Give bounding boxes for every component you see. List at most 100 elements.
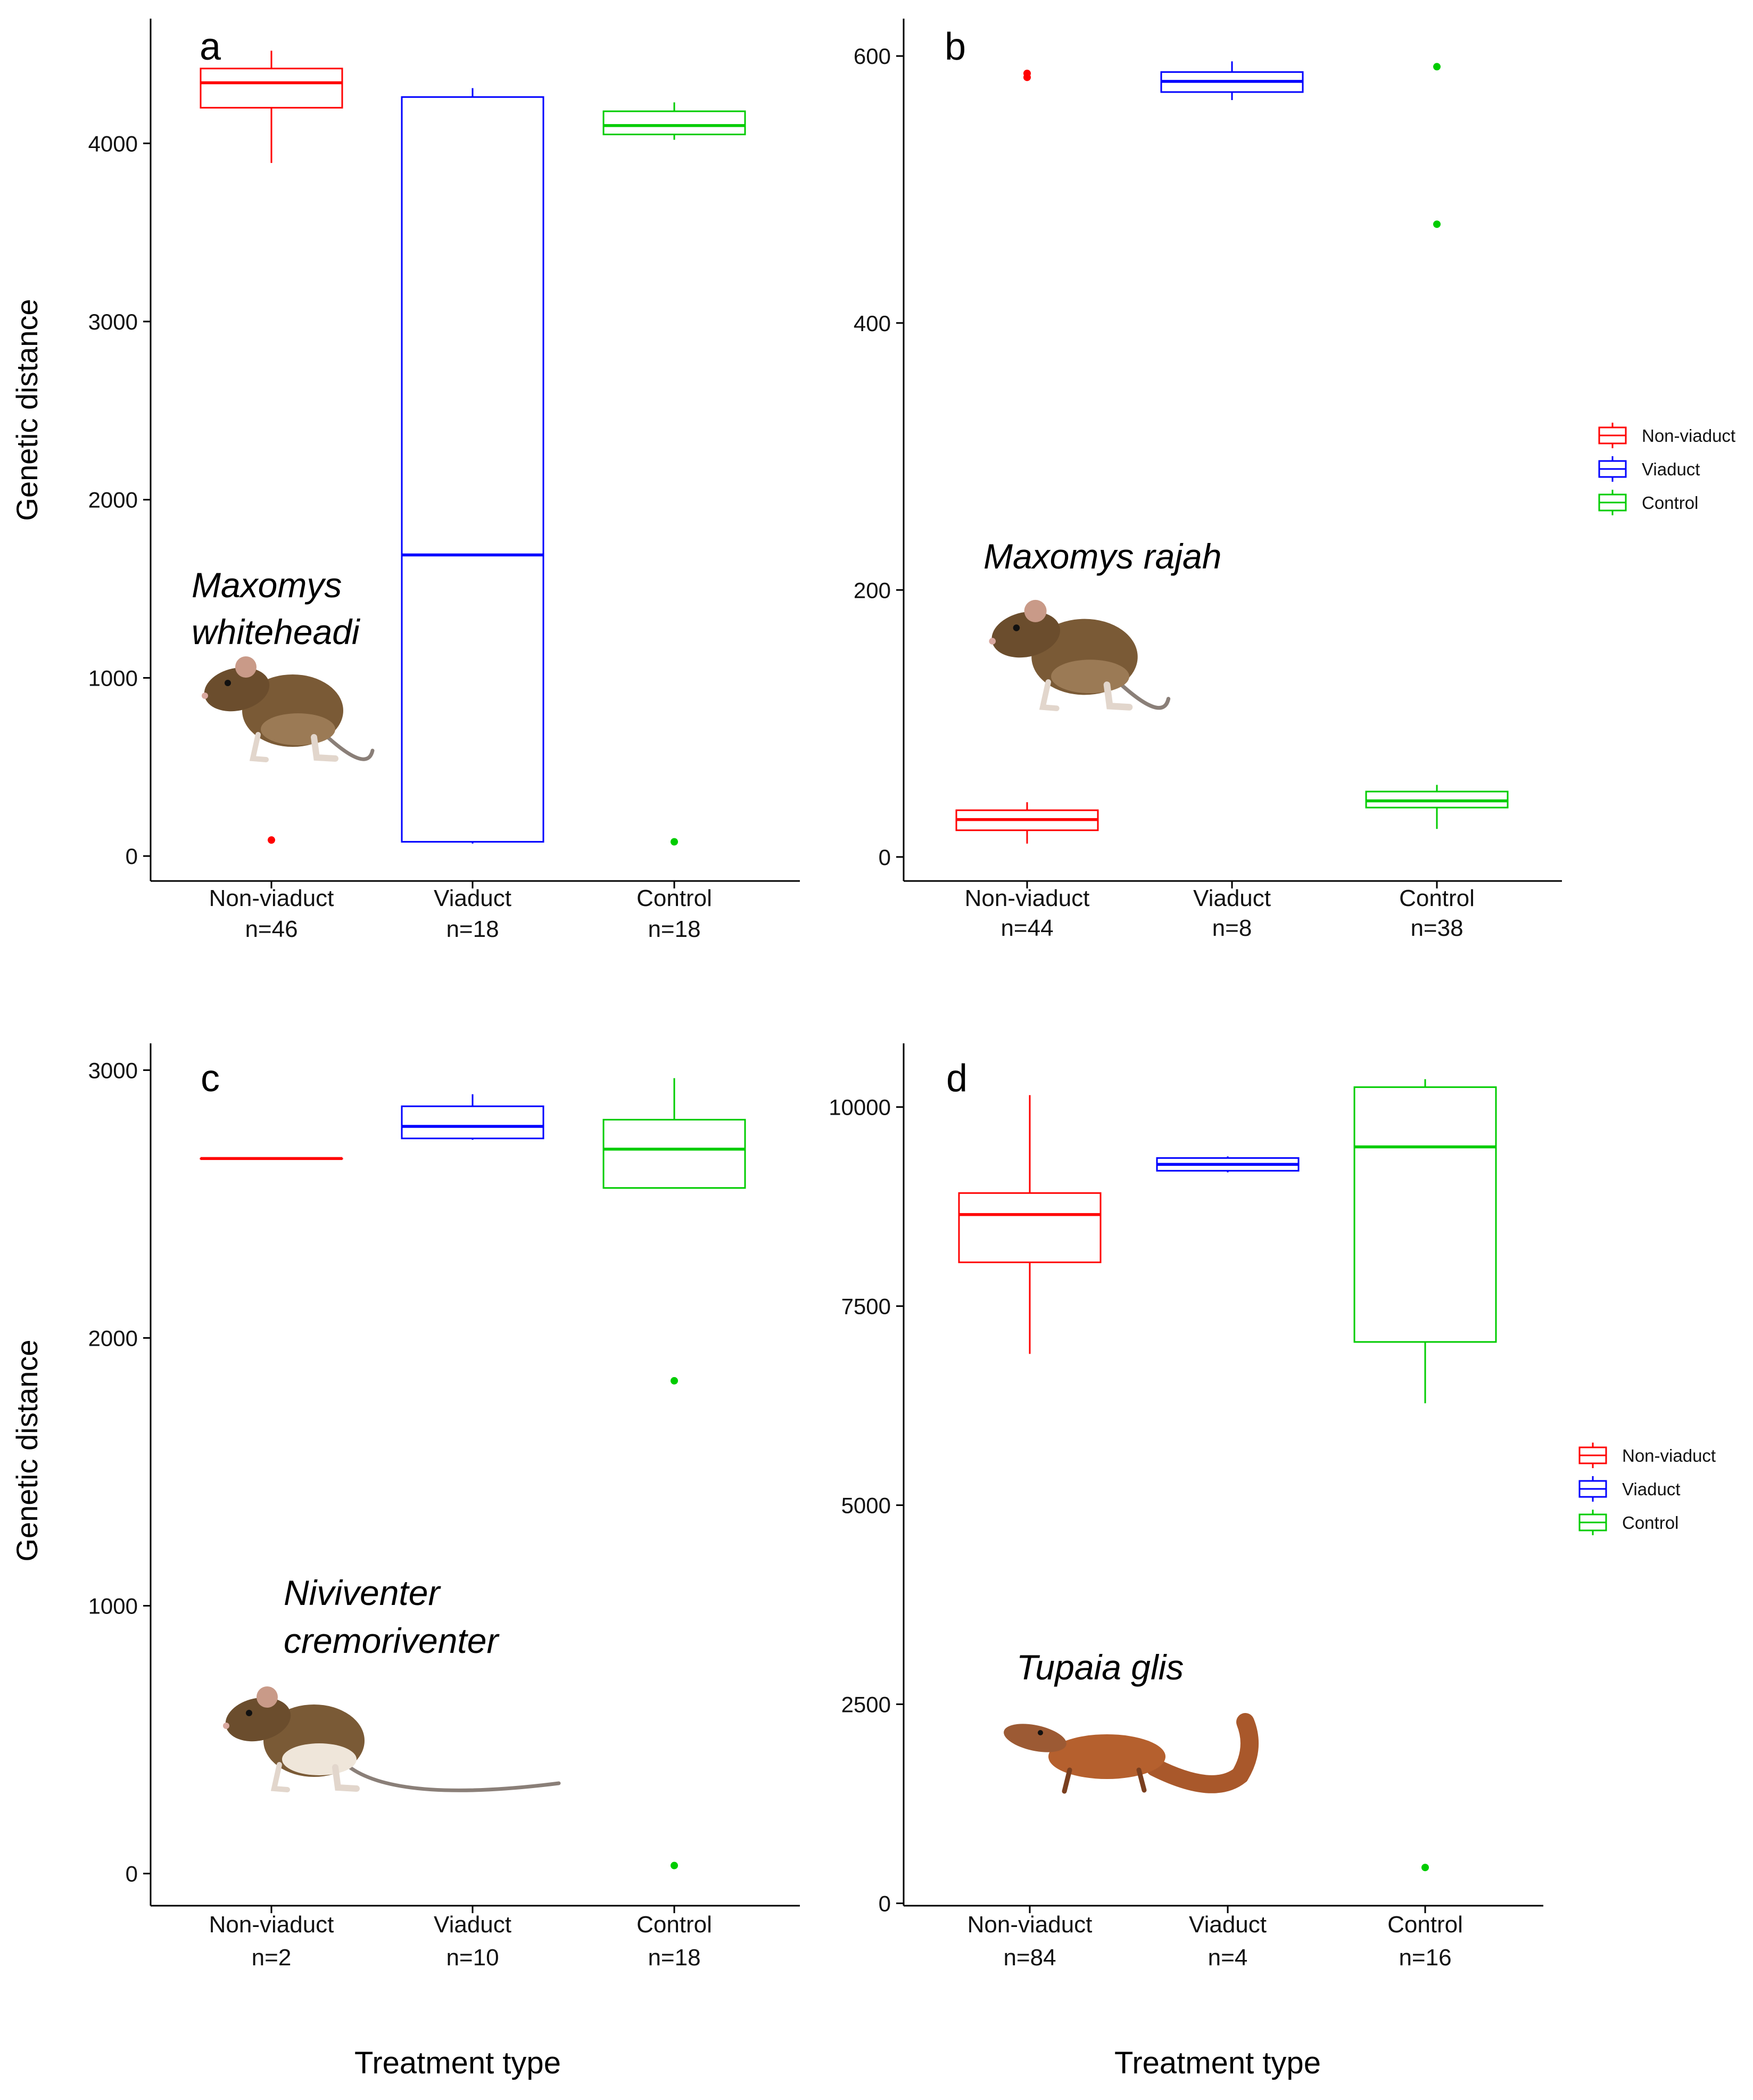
panel-c-iqr-rect-viaduct bbox=[401, 1105, 544, 1140]
panel-d-box-non-viaduct bbox=[958, 1095, 1102, 1354]
legend-bottom-label-non-viaduct: Non-viaduct bbox=[1622, 1446, 1716, 1465]
panel-d-species-name: Tupaia glis bbox=[1016, 1648, 1184, 1687]
legend-top: Non-viaduct Viaduct Control bbox=[1598, 423, 1735, 515]
panel-a-n-label-viaduct: n=18 bbox=[446, 916, 499, 942]
panel-b-n-label-control: n=38 bbox=[1410, 915, 1463, 941]
panel-d-y-tick-label: 7500 bbox=[841, 1294, 891, 1319]
panel-c-rat-head bbox=[225, 1697, 291, 1742]
panel-a-y-tick-label: 4000 bbox=[88, 131, 138, 156]
legend-bottom: Non-viaduct Viaduct Control bbox=[1578, 1443, 1716, 1535]
panel-a-letter: a bbox=[200, 26, 221, 68]
panel-d-iqr-rect-control bbox=[1353, 1086, 1497, 1343]
panel-c: 0 1000 2000 3000 Non-viaduct n=2 Viaduct n=10 Co… bbox=[88, 1043, 800, 1971]
panel-a-species-name: whiteheadi bbox=[192, 612, 361, 652]
panel-b-x-tick-label-non-viaduct: Non-viaduct bbox=[965, 885, 1090, 911]
panel-b-rat-head bbox=[991, 611, 1061, 658]
legend-bottom-key-non-viaduct: Non-viaduct bbox=[1578, 1443, 1716, 1468]
y-axis-title-top: Genetic distance bbox=[10, 299, 44, 521]
panel-a-rat-front-leg bbox=[249, 732, 269, 762]
panel-d-outlier-control bbox=[1421, 1864, 1429, 1872]
panel-b-box-control bbox=[1365, 63, 1509, 829]
legend-bottom-key-control: Control bbox=[1578, 1510, 1678, 1535]
panel-b-box-non-viaduct bbox=[955, 69, 1099, 844]
panel-a-box-control bbox=[602, 102, 746, 846]
panel-a-outlier-non-viaduct bbox=[268, 836, 275, 844]
panel-a-box-viaduct bbox=[401, 88, 544, 844]
panel-d-treeshrew-tail bbox=[1146, 1713, 1259, 1793]
panel-c-y-tick-label: 0 bbox=[126, 1862, 138, 1887]
panel-a-y-tick-label: 2000 bbox=[88, 488, 138, 513]
panel-a: 0 1000 2000 3000 4000 Non-viaduct n=46 Viaduct n… bbox=[88, 19, 800, 942]
panel-d-y-tick-label: 10000 bbox=[829, 1095, 891, 1120]
panel-a-iqr-rect-control bbox=[602, 110, 746, 136]
panel-a-outlier-control bbox=[671, 838, 678, 846]
panel-c-x-tick-label-control: Control bbox=[636, 1912, 712, 1938]
panel-c-species-name: cremoriventer bbox=[284, 1621, 500, 1660]
panel-a-y-tick-label: 3000 bbox=[88, 309, 138, 334]
panel-c-box-non-viaduct bbox=[200, 1157, 343, 1160]
panel-a-rat-eye bbox=[225, 680, 231, 686]
panel-c-n-label-viaduct: n=10 bbox=[446, 1945, 499, 1971]
panel-b-rat-tail bbox=[1113, 677, 1171, 710]
legend-top-label-non-viaduct: Non-viaduct bbox=[1642, 426, 1735, 446]
panel-a-species-name: Maxomys bbox=[192, 565, 342, 605]
legend-bottom-label-viaduct: Viaduct bbox=[1622, 1479, 1680, 1499]
panel-a-iqr-rect-viaduct bbox=[401, 96, 544, 843]
panel-c-iqr-rect-control bbox=[602, 1118, 746, 1189]
panel-a-rat-hind-leg bbox=[311, 734, 338, 762]
legend-top-key-non-viaduct: Non-viaduct bbox=[1598, 423, 1735, 448]
panel-b-outlier-control bbox=[1433, 220, 1441, 228]
panel-c-n-label-non-viaduct: n=2 bbox=[252, 1945, 292, 1971]
panel-a-box-non-viaduct bbox=[200, 51, 343, 844]
panel-b-n-label-non-viaduct: n=44 bbox=[1000, 915, 1053, 941]
panel-a-rat-tail bbox=[320, 730, 375, 761]
panel-b-y-tick-label: 400 bbox=[854, 311, 891, 336]
panel-a-rat-belly bbox=[261, 713, 335, 745]
legend-top-key-control: Control bbox=[1598, 490, 1698, 515]
panel-a-x-tick-label-non-viaduct: Non-viaduct bbox=[209, 885, 334, 911]
panel-c-rat-hind-leg bbox=[332, 1764, 360, 1792]
panel-d-n-label-control: n=16 bbox=[1399, 1945, 1451, 1971]
panel-c-x-tick-label-non-viaduct: Non-viaduct bbox=[209, 1912, 334, 1938]
panel-b-rat-illustration bbox=[989, 599, 1171, 711]
panel-d-box-control bbox=[1353, 1079, 1497, 1872]
panel-b-y-tick-label: 0 bbox=[879, 845, 891, 870]
panel-b-y-tick-label: 600 bbox=[854, 44, 891, 69]
panel-b-x-tick-label-control: Control bbox=[1399, 885, 1475, 911]
panel-d-x-tick-label-control: Control bbox=[1387, 1912, 1463, 1938]
y-axis-title-bottom: Genetic distance bbox=[10, 1339, 44, 1561]
panel-a-y-tick-label: 0 bbox=[126, 844, 138, 869]
x-axis-title-right: Treatment type bbox=[1114, 2046, 1321, 2080]
panel-c-box-viaduct bbox=[401, 1094, 544, 1140]
panel-d-box-viaduct bbox=[1156, 1156, 1300, 1173]
panel-d-y-tick-label: 0 bbox=[879, 1891, 891, 1916]
panel-a-rat-head bbox=[204, 667, 270, 712]
legend-top-key-viaduct: Viaduct bbox=[1598, 456, 1700, 482]
panel-b-n-label-viaduct: n=8 bbox=[1212, 915, 1252, 941]
panel-a-rat-illustration bbox=[202, 656, 375, 762]
panel-b-x-tick-label-viaduct: Viaduct bbox=[1193, 885, 1271, 911]
panel-d-treeshrew-body bbox=[1048, 1734, 1165, 1779]
panel-b-rat-hind-leg bbox=[1103, 681, 1133, 711]
x-axis-title-left: Treatment type bbox=[354, 2046, 561, 2080]
panel-c-rat-nose bbox=[223, 1723, 229, 1729]
panel-d-x-tick-label-non-viaduct: Non-viaduct bbox=[968, 1912, 1093, 1938]
legend-top-label-control: Control bbox=[1642, 493, 1698, 513]
panel-a-x-tick-label-control: Control bbox=[636, 885, 712, 911]
panel-a-n-label-control: n=18 bbox=[648, 916, 700, 942]
panel-c-letter: c bbox=[201, 1057, 220, 1100]
panel-c-rat-front-leg bbox=[270, 1762, 290, 1792]
panel-c-x-tick-label-viaduct: Viaduct bbox=[434, 1912, 511, 1938]
panel-c-rat-ear bbox=[257, 1686, 278, 1708]
panel-c-y-tick-label: 2000 bbox=[88, 1325, 138, 1350]
panel-b-rat-eye bbox=[1013, 624, 1020, 631]
panel-a-x-tick-label-viaduct: Viaduct bbox=[434, 885, 511, 911]
panel-b-species-name: Maxomys rajah bbox=[983, 537, 1221, 576]
panel-d-n-label-non-viaduct: n=84 bbox=[1003, 1945, 1056, 1971]
panel-d-treeshrew-illustration bbox=[1004, 1713, 1259, 1794]
panel-a-iqr-rect-non-viaduct bbox=[200, 68, 343, 109]
panel-d-treeshrew-head bbox=[1004, 1724, 1066, 1752]
panel-b-rat-nose bbox=[989, 638, 996, 645]
panel-c-outlier-control bbox=[671, 1862, 678, 1870]
